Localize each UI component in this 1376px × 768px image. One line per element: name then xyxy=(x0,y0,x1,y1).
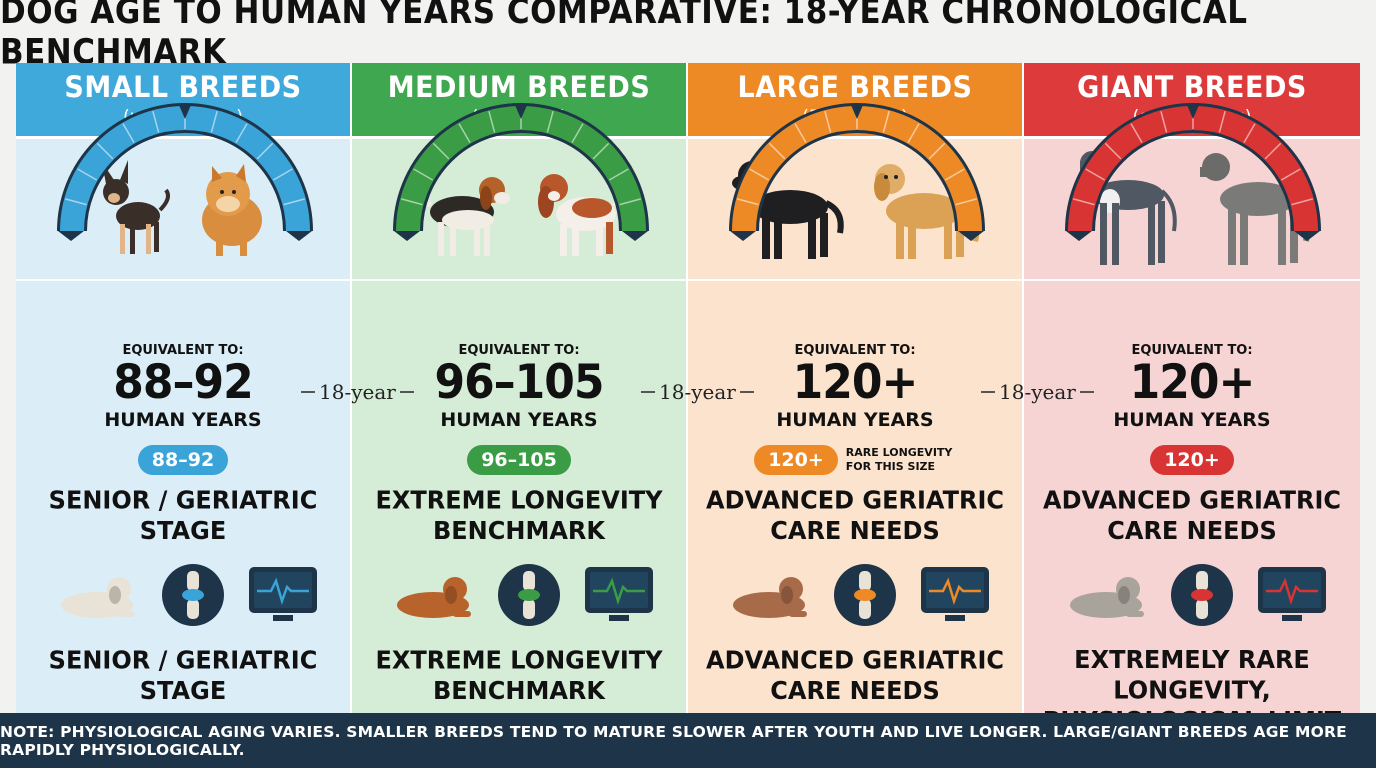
chihuahua-icon xyxy=(102,160,170,254)
stage-label: EXTREME LONGEVITY BENCHMARK xyxy=(352,486,686,547)
joint-icon xyxy=(834,564,896,626)
connector-line xyxy=(301,391,315,393)
pomeranian-icon xyxy=(202,164,262,256)
page-title: DOG AGE TO HUMAN YEARS COMPARATIVE: 18-Y… xyxy=(0,0,1248,73)
breed-columns: SMALL BREEDS (under 20 lbs) xyxy=(16,63,1360,735)
connector-line xyxy=(399,391,414,393)
lying-dog-icon xyxy=(1070,577,1144,618)
lying-dog-icon xyxy=(733,577,807,618)
irish-wolfhound-icon xyxy=(1200,153,1311,265)
value-pill-row: 88–92 xyxy=(16,445,350,475)
value-pill: 120+ xyxy=(1150,445,1234,475)
stage-line: BENCHMARK xyxy=(432,516,605,546)
heart-monitor-icon xyxy=(921,567,989,621)
breed-illustration xyxy=(1024,139,1360,281)
stage-label-secondary: SENIOR / GERIATRIC STAGE xyxy=(16,646,350,707)
value-pill: 120+ xyxy=(754,445,838,475)
stage-label: SENIOR / GERIATRIC STAGE xyxy=(16,486,350,547)
stage-line: EXTREME LONGEVITY xyxy=(375,485,663,515)
age-gauge xyxy=(729,103,985,241)
connector-line xyxy=(641,391,655,393)
stage-line: CARE NEEDS xyxy=(770,516,940,546)
health-icons xyxy=(352,563,686,627)
human-years-unit: HUMAN YEARS xyxy=(776,409,934,431)
human-years-value: 88–92 xyxy=(113,354,253,411)
heart-monitor-icon xyxy=(585,567,653,621)
stage-line: ADVANCED GERIATRIC xyxy=(706,645,1004,675)
stage-line: CARE NEEDS xyxy=(1107,516,1277,546)
human-years-unit: HUMAN YEARS xyxy=(440,409,598,431)
breed-illustration xyxy=(16,139,350,281)
value-pill: 88–92 xyxy=(137,445,229,475)
connector-18-year: 18-year xyxy=(301,380,414,404)
value-pill-row: 96–105 xyxy=(352,445,686,475)
lying-dog-icon xyxy=(61,577,135,618)
health-icons xyxy=(1024,563,1360,627)
stage-label: ADVANCED GERIATRIC CARE NEEDS xyxy=(688,486,1022,547)
pill-note: RARE LONGEVITY FOR THIS SIZE xyxy=(845,446,953,473)
connector-line xyxy=(739,391,754,393)
connector-label: 18-year xyxy=(319,380,396,404)
health-icons xyxy=(688,563,1022,627)
breed-category-name: GIANT BREEDS xyxy=(1077,70,1307,105)
age-gauge xyxy=(393,103,649,241)
joint-icon xyxy=(498,564,560,626)
stage-line: STAGE xyxy=(139,516,227,546)
stage-line: SENIOR / GERIATRIC xyxy=(48,485,318,515)
heart-monitor-icon xyxy=(249,567,317,621)
column-medium-breeds: MEDIUM BREEDS (21–50 lbs) xyxy=(352,63,688,713)
breed-category-name: SMALL BREEDS xyxy=(64,70,302,105)
equivalent-label: EQUIVALENT TO: xyxy=(1131,343,1253,358)
equivalent-label: EQUIVALENT TO: xyxy=(458,343,580,358)
stage-line: SENIOR / GERIATRIC xyxy=(48,645,318,675)
connector-line xyxy=(981,391,995,393)
value-pill: 96–105 xyxy=(467,445,571,475)
connector-18-year: 18-year xyxy=(641,380,754,404)
breed-category-name: LARGE BREEDS xyxy=(737,70,973,105)
stage-line: ADVANCED GERIATRIC xyxy=(706,485,1004,515)
stage-line: STAGE xyxy=(139,676,227,706)
age-gauge xyxy=(1065,103,1321,241)
human-years-value: 120+ xyxy=(792,354,919,411)
human-years-unit: HUMAN YEARS xyxy=(1113,409,1271,431)
beagle-icon xyxy=(420,173,510,256)
stage-line: EXTREME LONGEVITY xyxy=(375,645,663,675)
connector-label: 18-year xyxy=(659,380,736,404)
stage-label-secondary: ADVANCED GERIATRIC CARE NEEDS xyxy=(688,646,1022,707)
human-years-unit: HUMAN YEARS xyxy=(104,409,262,431)
joint-icon xyxy=(162,564,224,626)
equivalent-label: EQUIVALENT TO: xyxy=(794,343,916,358)
stage-line: ADVANCED GERIATRIC xyxy=(1043,485,1341,515)
value-pill-row: 120+ xyxy=(1024,445,1360,475)
great-dane-icon xyxy=(1080,151,1177,265)
column-large-breeds: LARGE BREEDS (51–100 lbs) xyxy=(688,63,1024,713)
stage-line: EXTREMELY RARE LONGEVITY, xyxy=(1074,644,1310,705)
column-small-breeds: SMALL BREEDS (under 20 lbs) xyxy=(16,63,352,713)
human-years-value: 96–105 xyxy=(434,354,604,411)
age-gauge xyxy=(57,103,313,241)
lying-dog-icon xyxy=(397,577,471,618)
connector-line xyxy=(1079,391,1094,393)
value-pill-row: 120+ RARE LONGEVITY FOR THIS SIZE xyxy=(688,445,1022,475)
footer-note: NOTE: PHYSIOLOGICAL AGING VARIES. SMALLE… xyxy=(0,713,1376,768)
heart-monitor-icon xyxy=(1258,567,1326,621)
health-icons xyxy=(16,563,350,627)
stage-label-secondary: EXTREME LONGEVITY BENCHMARK xyxy=(352,646,686,707)
stage-line: CARE NEEDS xyxy=(770,676,940,706)
connector-label: 18-year xyxy=(999,380,1076,404)
equivalent-label: EQUIVALENT TO: xyxy=(122,343,244,358)
connector-18-year: 18-year xyxy=(981,380,1094,404)
stage-label: ADVANCED GERIATRIC CARE NEEDS xyxy=(1024,486,1360,547)
joint-icon xyxy=(1171,564,1233,626)
human-years-value: 120+ xyxy=(1129,354,1256,411)
breed-category-name: MEDIUM BREEDS xyxy=(387,70,651,105)
stage-line: BENCHMARK xyxy=(432,676,605,706)
